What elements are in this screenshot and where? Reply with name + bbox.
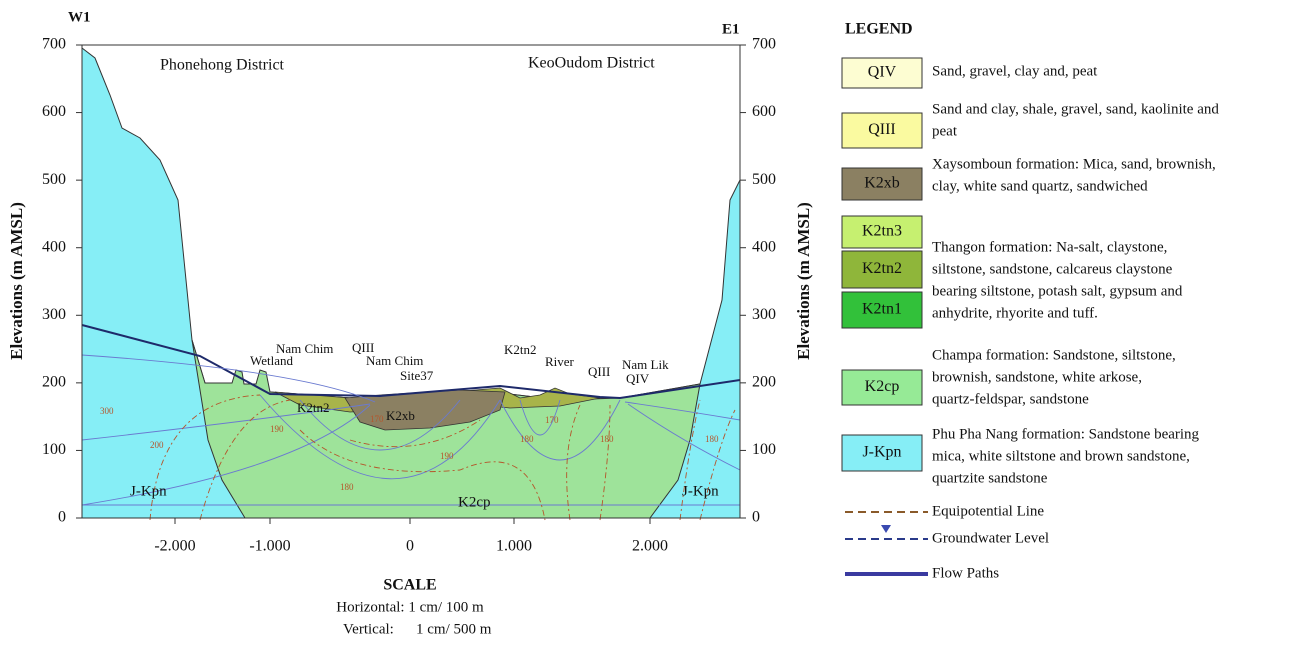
contour-label: 170 [370,414,384,424]
legend-code: K2tn2 [862,260,902,277]
unit-label: K2tn2 [297,400,330,415]
district-label: KeoOudom District [528,55,655,72]
section-end-label: W1 [68,9,91,25]
legend-description: Thangon formation: Na-salt, claystone, [932,239,1167,255]
feature-label: K2tn2 [504,342,537,357]
legend-description: Xaysomboun formation: Mica, sand, browni… [932,156,1216,172]
feature-label: Site37 [400,368,434,383]
legend-description: siltstone, sandstone, calcareus clayston… [932,261,1173,277]
feature-label: Nam Chim [276,341,333,356]
contour-label: 170 [545,415,559,425]
y-tick-label: 700 [42,36,66,53]
legend-line-label: Groundwater Level [932,530,1049,546]
legend-code: K2tn1 [862,301,902,318]
y-tick-label: 600 [42,103,66,120]
y-tick-label: 300 [42,306,66,323]
legend-description: peat [932,123,958,139]
legend-description: Sand and clay, shale, gravel, sand, kaol… [932,101,1219,117]
legend-description: Sand, gravel, clay and, peat [932,63,1098,79]
legend-description: brownish, sandstone, white arkose, [932,369,1142,385]
feature-label: Nam Chim [366,353,423,368]
feature-label: QIV [626,371,650,386]
legend-code: K2cp [865,378,900,395]
x-tick-label: -1.000 [249,538,290,555]
y-tick-label: 200 [752,374,776,391]
y-tick-label: 0 [752,509,760,526]
feature-label: Nam Lik [622,357,669,372]
legend-description: anhydrite, rhyorite and tuff. [932,305,1098,321]
legend-code: K2xb [864,175,900,192]
axis-title: Elevations (m AMSL) [7,202,26,360]
legend-description: Phu Pha Nang formation: Sandstone bearin… [932,426,1200,442]
unit-label: J-Kpn [130,483,167,499]
y-tick-label: 400 [752,238,776,255]
contour-label: 300 [100,406,114,416]
axis-title: Elevations (m AMSL) [794,202,813,360]
y-tick-label: 700 [752,36,776,53]
groundwater-marker [881,525,891,533]
feature-label: River [545,354,575,369]
legend-description: Champa formation: Sandstone, siltstone, [932,347,1176,363]
legend-code: K2tn3 [862,223,902,240]
contour-label: 180 [340,482,354,492]
x-tick-label: 1.000 [496,538,532,555]
legend-description: clay, white sand quartz, sandwiched [932,178,1148,194]
section-end-label: E1 [722,21,740,37]
legend-line-label: Equipotential Line [932,503,1044,519]
scale-text: 1 cm/ 500 m [416,621,492,637]
contour-label: 200 [150,440,164,450]
geology [82,45,740,520]
contour-label: 180 [520,434,534,444]
legend-description: bearing siltstone, potash salt, gypsum a… [932,283,1183,299]
y-tick-label: 400 [42,238,66,255]
contour-label: 180 [705,434,719,444]
unit-label: J-Kpn [682,483,719,499]
y-tick-label: 500 [752,171,776,188]
y-tick-label: 100 [42,441,66,458]
unit-label: K2xb [386,408,415,423]
y-tick-label: 200 [42,374,66,391]
unit-label: K2cp [458,494,491,510]
y-tick-label: 500 [42,171,66,188]
y-tick-label: 600 [752,103,776,120]
x-tick-label: -2.000 [154,538,195,555]
cross-section-figure: W1 E1 Phonehong District KeoOudom District E… [0,0,1299,646]
legend-code: QIV [868,64,897,81]
x-tick-label: 2.000 [632,538,668,555]
legend-lines [845,512,928,574]
y-tick-label: 100 [752,441,776,458]
scale-title: SCALE [383,577,436,594]
feature-label: QIII [588,364,610,379]
contour-label: 180 [600,434,614,444]
legend-description: quartzite sandstone [932,470,1048,486]
scale-text: Vertical: [343,621,394,637]
x-tick-label: 0 [406,538,414,555]
y-tick-label: 0 [58,509,66,526]
y-tick-label: 300 [752,306,776,323]
legend-description: quartz-feldspar, sandstone [932,391,1089,407]
legend-title: LEGEND [845,21,913,38]
legend-line-label: Flow Paths [932,565,999,581]
legend-code: QIII [868,121,896,138]
legend-description: mica, white siltstone and brown sandston… [932,448,1190,464]
contour-label: 190 [440,451,454,461]
district-label: Phonehong District [160,57,285,74]
scale-text: Horizontal: 1 cm/ 100 m [336,599,484,615]
legend-code: J-Kpn [862,444,901,461]
contour-label: 190 [270,424,284,434]
